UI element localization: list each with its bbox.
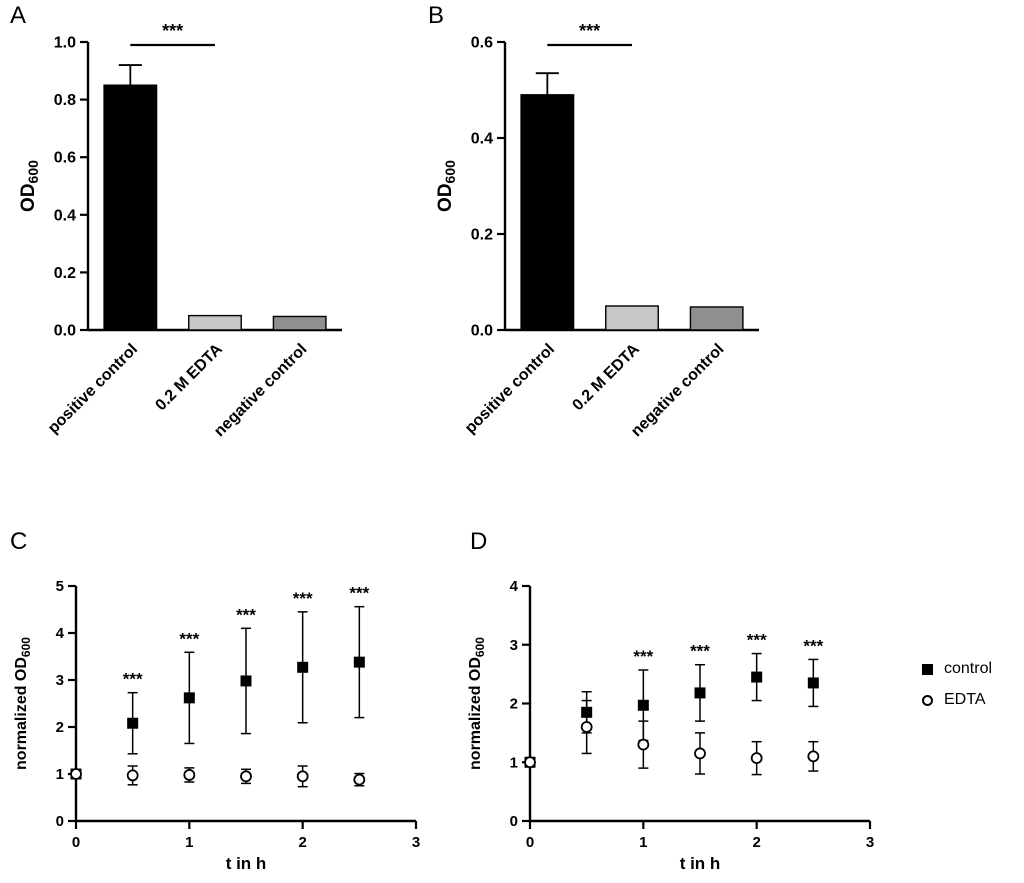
svg-text:3: 3 [56, 672, 64, 689]
svg-text:OD600: OD600 [435, 160, 458, 212]
panel-label-a: A [10, 2, 27, 29]
svg-text:4: 4 [56, 625, 65, 642]
svg-text:1: 1 [185, 834, 193, 851]
svg-text:0.4: 0.4 [471, 131, 493, 148]
svg-text:***: *** [747, 631, 767, 650]
svg-text:***: *** [293, 589, 313, 608]
svg-text:normalized OD600: normalized OD600 [13, 637, 33, 770]
svg-text:0: 0 [526, 834, 534, 851]
svg-text:t in h: t in h [680, 854, 721, 873]
svg-text:***: *** [179, 629, 199, 648]
svg-text:negative control: negative control [211, 341, 310, 440]
svg-text:0.2 M EDTA: 0.2 M EDTA [569, 340, 643, 414]
filled-square-icon [922, 663, 933, 675]
legend-item-control: control [922, 660, 992, 678]
svg-text:0.0: 0.0 [54, 323, 76, 340]
svg-text:***: *** [690, 642, 710, 661]
panel-d-scatter-chart: 0 1 2 3 4 0 1 2 3 t in h normalized OD600 *** *** ***… [467, 578, 874, 873]
svg-text:4: 4 [510, 578, 519, 595]
svg-text:3: 3 [510, 637, 518, 654]
svg-text:0: 0 [72, 834, 80, 851]
svg-text:0.8: 0.8 [54, 92, 76, 109]
panel-c-scatter-chart: 0 1 2 3 4 5 0 1 2 3 t in h normalized OD600 *** *** **… [13, 578, 420, 873]
panel-a-bar-chart: 0.0 0.2 0.4 0.6 0.8 1.0 OD600 positive control 0… [18, 21, 342, 440]
svg-text:2: 2 [56, 719, 64, 736]
svg-text:2: 2 [298, 834, 306, 851]
panel-label-c: C [10, 528, 28, 555]
svg-text:0.4: 0.4 [54, 207, 76, 224]
svg-text:0.2: 0.2 [471, 227, 493, 244]
svg-text:0: 0 [510, 813, 518, 830]
svg-text:positive control: positive control [462, 341, 558, 437]
svg-text:***: *** [803, 636, 823, 655]
svg-text:2: 2 [510, 696, 518, 713]
open-circle-icon [922, 694, 933, 706]
svg-text:normalized OD600: normalized OD600 [467, 637, 487, 770]
svg-text:1: 1 [56, 766, 64, 783]
svg-text:0.2: 0.2 [54, 265, 76, 282]
svg-text:1: 1 [510, 754, 518, 771]
svg-text:positive control: positive control [45, 341, 141, 437]
legend-label-edta: EDTA [944, 691, 986, 708]
legend-item-edta: EDTA [922, 691, 992, 709]
svg-text:OD600: OD600 [18, 160, 41, 212]
svg-text:0.6: 0.6 [471, 35, 493, 52]
svg-text:3: 3 [412, 834, 420, 851]
svg-text:2: 2 [752, 834, 760, 851]
svg-text:0.2 M EDTA: 0.2 M EDTA [152, 340, 226, 414]
svg-text:3: 3 [866, 834, 874, 851]
svg-text:t in h: t in h [226, 854, 267, 873]
svg-text:***: *** [162, 21, 183, 41]
panel-label-b: B [428, 2, 445, 29]
svg-text:***: *** [236, 605, 256, 624]
legend: control EDTA [922, 660, 992, 709]
svg-text:0.0: 0.0 [471, 323, 493, 340]
svg-text:***: *** [579, 21, 600, 41]
svg-text:5: 5 [56, 578, 64, 595]
panel-b-bar-chart: 0.0 0.2 0.4 0.6 OD600 positive control 0.2 M E… [435, 21, 759, 440]
svg-text:***: *** [123, 670, 143, 689]
svg-text:***: *** [633, 647, 653, 666]
panel-label-d: D [470, 528, 488, 555]
legend-label-control: control [944, 660, 993, 677]
svg-text:1.0: 1.0 [54, 35, 76, 52]
svg-text:negative control: negative control [628, 341, 727, 440]
svg-text:0: 0 [56, 813, 64, 830]
svg-text:1: 1 [639, 834, 647, 851]
svg-text:0.6: 0.6 [54, 150, 76, 167]
svg-text:***: *** [349, 584, 369, 603]
